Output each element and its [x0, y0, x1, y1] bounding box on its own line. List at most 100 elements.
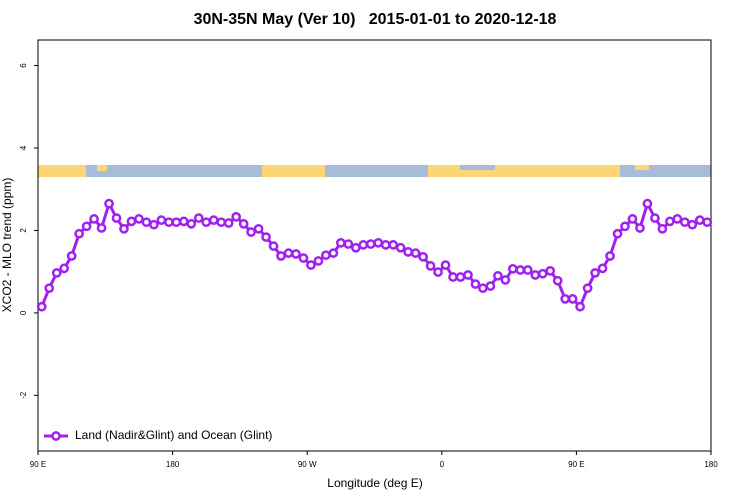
data-point [321, 250, 331, 261]
x-tick-label: 180 [704, 460, 718, 469]
data-point [149, 219, 159, 230]
data-point [298, 253, 309, 263]
land-ocean-strip [38, 165, 711, 177]
data-point [268, 241, 279, 251]
data-point [537, 268, 548, 279]
land-band [262, 165, 325, 177]
land-band [97, 165, 107, 171]
data-point [687, 219, 698, 230]
x-tick-label: 180 [166, 460, 180, 469]
data-point [66, 251, 77, 261]
data-point [702, 217, 713, 228]
land-band [38, 165, 86, 177]
y-tick-label: 2 [19, 228, 28, 233]
data-point [425, 261, 436, 271]
data-point [223, 218, 234, 228]
data-point [590, 268, 600, 278]
data-point [418, 251, 428, 262]
x-tick-label: 90 E [30, 460, 46, 469]
data-point [291, 249, 301, 259]
chart-title: 30N-35N May (Ver 10) 2015-01-01 to 2020-… [194, 11, 557, 28]
data-point [231, 211, 242, 222]
x-tick-label: 0 [440, 460, 445, 469]
data-point [635, 223, 645, 233]
data-point [119, 223, 129, 234]
y-tick-label: -2 [19, 391, 28, 399]
data-point [89, 214, 99, 224]
data-point [500, 275, 511, 285]
data-point [507, 263, 518, 274]
data-point [582, 283, 593, 294]
data-point [328, 248, 339, 258]
data-point [620, 221, 630, 232]
data-point [365, 239, 376, 249]
data-point [111, 213, 122, 223]
data-point [238, 219, 249, 229]
data-point [276, 251, 286, 261]
data-point [560, 294, 571, 304]
data-point [679, 217, 690, 228]
plot-frame [37, 39, 712, 452]
data-point [336, 237, 346, 248]
data-point [156, 215, 167, 225]
data-point [665, 216, 675, 227]
data-point [440, 260, 451, 270]
data-point [358, 240, 369, 250]
y-tick-label: 4 [19, 145, 28, 150]
data-point [74, 228, 84, 239]
data-point [81, 221, 92, 232]
data-point [164, 217, 174, 228]
data-point [313, 256, 324, 266]
land-band [635, 165, 649, 170]
legend-marker [51, 431, 61, 441]
data-point [171, 217, 182, 228]
data-point [306, 260, 316, 270]
data-point [433, 267, 443, 277]
land-band [428, 165, 460, 177]
data-point [567, 294, 578, 304]
data-point [522, 265, 533, 275]
data-point [515, 265, 526, 275]
data-point [126, 216, 137, 227]
data-point [283, 248, 294, 258]
data-point [104, 198, 114, 209]
data-point [463, 270, 473, 280]
y-tick-label: 6 [19, 63, 28, 68]
y-axis-title: XCO2 - MLO trend (ppm) [0, 178, 14, 313]
data-point [350, 242, 361, 253]
data-point [373, 237, 384, 248]
data-point [134, 214, 144, 224]
data-point [455, 272, 466, 282]
data-point [44, 283, 55, 294]
data-point [530, 270, 541, 280]
data-point [552, 275, 563, 286]
data-point [178, 216, 189, 227]
data-point [36, 301, 47, 312]
data-point [96, 223, 107, 233]
data-point [141, 217, 152, 228]
data-point [470, 279, 481, 289]
data-point [448, 272, 458, 282]
data-point [642, 198, 653, 209]
data-point [657, 223, 668, 234]
data-point [403, 247, 413, 257]
data-point [201, 217, 212, 228]
data-point [246, 227, 256, 237]
y-tick-label: 0 [19, 310, 28, 315]
data-point [208, 215, 219, 225]
data-point [650, 213, 660, 223]
data-point [605, 251, 615, 261]
legend-label: Land (Nadir&Glint) and Ocean (Glint) [75, 428, 272, 442]
x-tick-label: 90 W [298, 460, 317, 469]
data-point [193, 213, 204, 223]
data-point [51, 268, 62, 278]
data-point [261, 232, 271, 242]
data-point [388, 240, 399, 250]
data-point [694, 215, 705, 225]
land-band [460, 170, 495, 177]
data-point [612, 228, 623, 239]
data-point [216, 217, 227, 228]
data-point [493, 270, 503, 281]
data-point [672, 214, 683, 224]
